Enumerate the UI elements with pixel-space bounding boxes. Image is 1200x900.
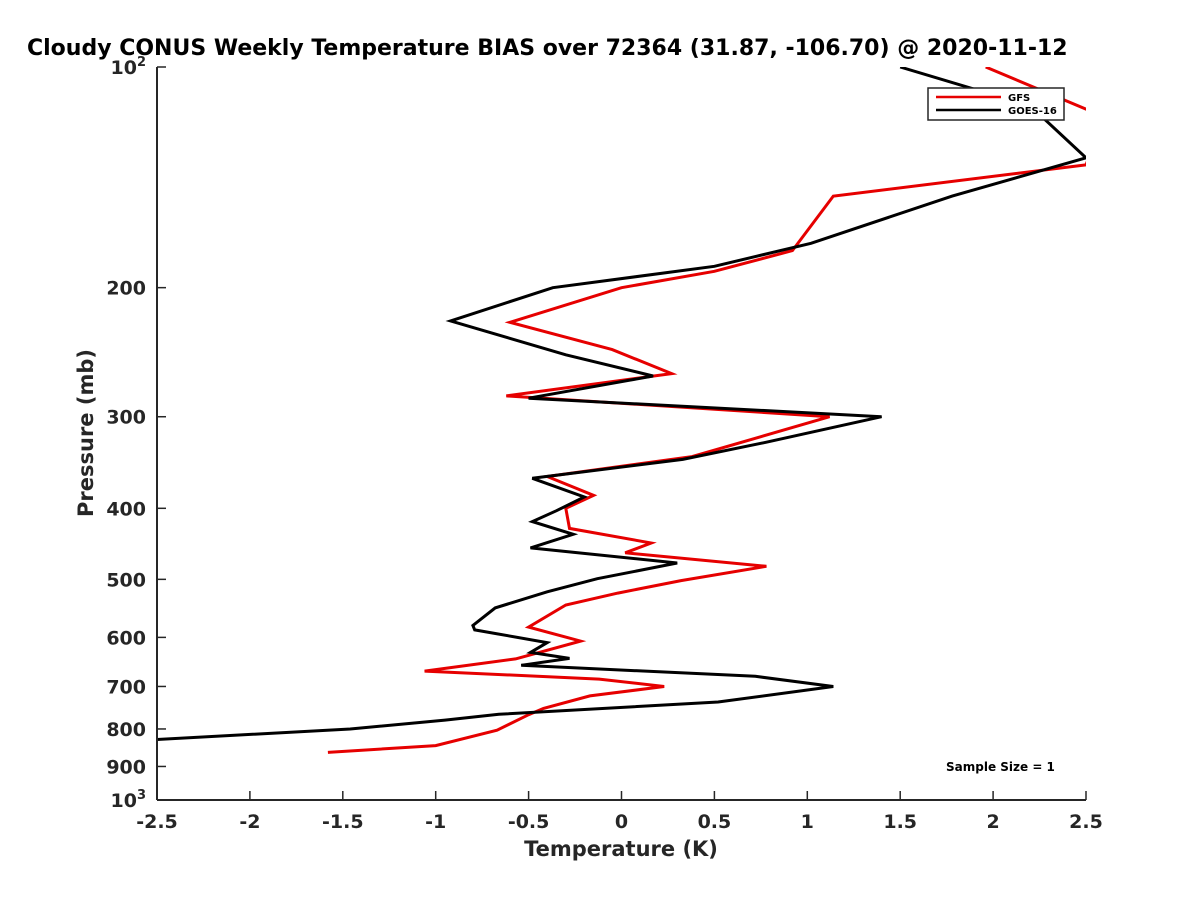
x-tick-label: 0 bbox=[615, 811, 628, 833]
chart-title: Cloudy CONUS Weekly Temperature BIAS ove… bbox=[27, 36, 1068, 61]
y-tick-label: 900 bbox=[106, 756, 146, 778]
axes-group bbox=[156, 67, 1086, 801]
y-decade-tick-label: 102 bbox=[111, 55, 147, 79]
y-tick-label: 500 bbox=[106, 569, 146, 591]
y-axis-label: Pressure (mb) bbox=[74, 349, 98, 517]
x-ticks: -2.5 -2 -1.5 -1 -0.5 0 0.5 1 1.5 2 2.5 bbox=[136, 791, 1103, 833]
x-tick-label: 2 bbox=[986, 811, 999, 833]
legend-label-goes16: GOES-16 bbox=[1008, 106, 1057, 117]
y-tick-label: 400 bbox=[106, 498, 146, 520]
y-tick-label: 300 bbox=[106, 407, 146, 429]
sample-size-annotation: Sample Size = 1 bbox=[946, 760, 1055, 774]
x-tick-label: -2 bbox=[239, 811, 260, 833]
x-tick-label: -1 bbox=[425, 811, 446, 833]
series-line-goes16 bbox=[157, 67, 1086, 741]
x-axis-label: Temperature (K) bbox=[524, 837, 718, 861]
x-tick-label: -1.5 bbox=[322, 811, 364, 833]
series-group bbox=[157, 67, 1086, 754]
x-tick-label: 0.5 bbox=[698, 811, 732, 833]
y-tick-label: 800 bbox=[106, 719, 146, 741]
y-tick-label: 700 bbox=[106, 676, 146, 698]
legend: GFS GOES-16 bbox=[927, 87, 1065, 121]
legend-label-gfs: GFS bbox=[1008, 93, 1030, 104]
legend-box bbox=[927, 87, 1065, 121]
y-decade-tick-label: 103 bbox=[111, 788, 147, 812]
y-tick-label: 600 bbox=[106, 627, 146, 649]
x-tick-label: -0.5 bbox=[508, 811, 550, 833]
y-tick-label: 200 bbox=[106, 278, 146, 300]
series-line-gfs bbox=[327, 67, 1086, 754]
x-tick-label: 1 bbox=[801, 811, 814, 833]
x-tick-label: -2.5 bbox=[136, 811, 178, 833]
y-ticks: 200 300 400 500 600 700 800 900 102 103 bbox=[106, 55, 166, 812]
x-tick-label: 1.5 bbox=[883, 811, 917, 833]
x-tick-label: 2.5 bbox=[1069, 811, 1103, 833]
